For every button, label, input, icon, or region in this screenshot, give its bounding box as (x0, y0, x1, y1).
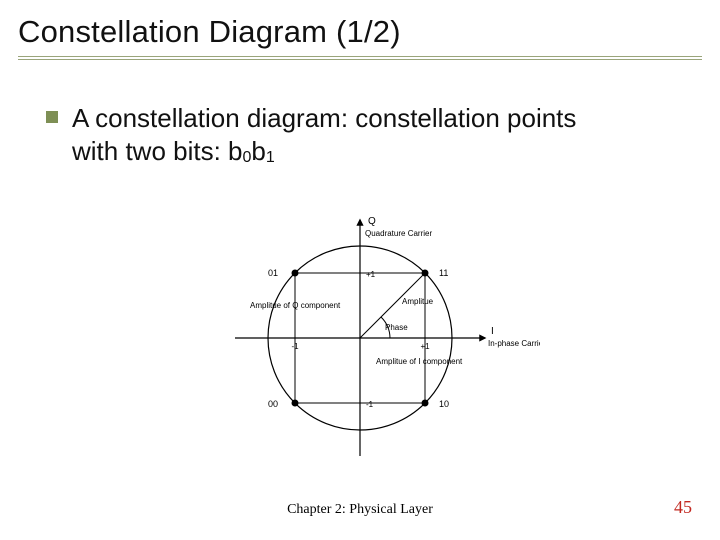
label-11: 11 (439, 268, 448, 278)
point-10 (422, 400, 429, 407)
amplitude-label: Amplitue (402, 297, 434, 306)
i-axis-label: I (491, 326, 494, 337)
amp-q-label: Amplitue of Q component (250, 301, 341, 310)
label-00: 00 (268, 399, 278, 409)
bullet-text: A constellation diagram: constellation p… (72, 102, 576, 169)
footer-chapter: Chapter 2: Physical Layer (0, 502, 720, 518)
amp-i-label: Amplitue of I component (376, 357, 463, 366)
bullet-line1: A constellation diagram: constellation p… (72, 103, 576, 133)
tick-x-minus1: -1 (291, 342, 299, 351)
q-axis-sub: Quadrature Carrier (365, 229, 432, 238)
point-00 (292, 400, 299, 407)
tick-x-plus1: +1 (420, 342, 430, 351)
phase-label: Phase (385, 323, 408, 332)
label-10: 10 (439, 399, 449, 409)
label-01: 01 (268, 268, 278, 278)
bullet-mid: b (251, 136, 265, 166)
point-01 (292, 270, 299, 277)
bullet-square-icon (46, 111, 58, 123)
bullet-line2-prefix: with two bits: b (72, 136, 243, 166)
bullet-item: A constellation diagram: constellation p… (46, 102, 702, 169)
i-axis-sub: In-phase Carrier (488, 339, 540, 348)
tick-y-plus1: +1 (366, 270, 376, 279)
constellation-diagram: 01 11 00 10 +1 -1 +1 -1 Q Quadrature Car… (180, 206, 540, 466)
title-underline (18, 56, 702, 60)
q-axis-label: Q (368, 216, 376, 227)
body: A constellation diagram: constellation p… (18, 102, 702, 169)
bullet-sub1: 1 (266, 149, 275, 166)
tick-y-minus1: -1 (366, 400, 374, 409)
page-title: Constellation Diagram (1/2) (18, 14, 702, 50)
page-number: 45 (674, 497, 692, 518)
